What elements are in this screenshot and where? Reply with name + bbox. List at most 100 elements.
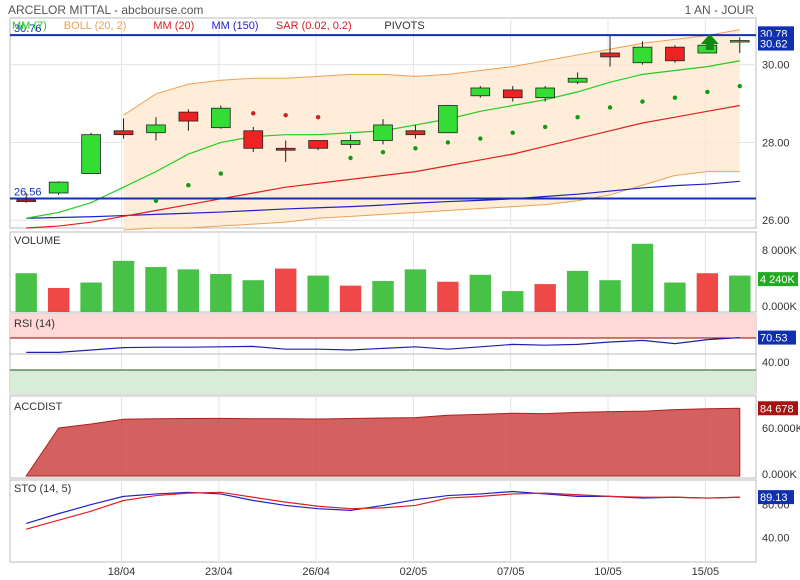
candle-body <box>48 181 69 194</box>
last-value-price: 30.62 <box>760 39 788 51</box>
x-tick-label: 02/05 <box>400 566 428 578</box>
candle-body <box>113 130 134 136</box>
legend-item: PIVOTS <box>384 20 424 32</box>
candle-body <box>535 87 555 99</box>
panel-4-frame <box>9 479 757 563</box>
candle-body <box>729 40 750 43</box>
period-label: 1 AN - JOUR <box>684 3 754 17</box>
volume-bar <box>80 282 102 312</box>
sar-dot <box>510 130 515 135</box>
candle-body <box>405 130 426 136</box>
sar-dot <box>542 124 548 130</box>
candle-body <box>243 130 264 149</box>
sto-last-value: 89.13 <box>760 492 788 504</box>
volume-bar <box>696 273 719 312</box>
volume-bar <box>599 280 621 312</box>
sar-dot <box>705 89 710 95</box>
y-tick-label: 0.000K <box>762 301 798 313</box>
volume-bar <box>112 260 135 312</box>
volume-bar <box>372 280 394 312</box>
sar-dot <box>186 183 191 188</box>
volume-bar <box>404 269 427 312</box>
sar-dot <box>445 140 451 145</box>
candle-body <box>211 107 231 129</box>
candle-body <box>275 147 296 151</box>
accdist-area <box>25 407 741 477</box>
volume-bar <box>729 275 751 312</box>
candle-body <box>600 52 620 58</box>
volume-bar <box>145 267 167 312</box>
mm150-line <box>26 180 740 219</box>
y-tick-label: 8 000K <box>762 245 798 257</box>
x-tick-label: 10/05 <box>594 566 622 578</box>
x-tick-label: 26/04 <box>302 566 330 578</box>
candle-body <box>567 77 588 83</box>
volume-bar <box>210 274 232 312</box>
y-tick-label: 40.00 <box>762 532 790 544</box>
y-tick-label: 28.00 <box>762 137 790 149</box>
mm20-line <box>26 104 740 229</box>
y-tick-label: 40.00 <box>762 357 790 369</box>
rsi-last-value: 70.53 <box>760 333 788 345</box>
volume-last-value: 4 240K <box>760 274 796 286</box>
sar-dot <box>380 149 386 155</box>
volume-bar <box>47 287 70 312</box>
sar-dot <box>478 136 483 141</box>
rsi-line <box>26 337 740 353</box>
volume-bar <box>307 275 329 312</box>
candle-body <box>146 124 166 134</box>
candle-body <box>438 105 458 134</box>
volume-bar <box>502 291 524 312</box>
legend-item: MM (7) <box>12 20 47 32</box>
rsi-last-badge <box>758 330 796 345</box>
candle-body <box>308 140 328 149</box>
bollinger-upper-line <box>123 29 740 116</box>
sar-dot <box>218 171 224 176</box>
sar-dot <box>640 99 645 104</box>
legend-item: MM (150) <box>212 20 259 32</box>
x-tick-label: 07/05 <box>497 566 525 578</box>
sar-dot <box>283 113 288 118</box>
x-tick-label: 15/05 <box>692 566 720 578</box>
volume-panel-title: VOLUME <box>14 235 60 247</box>
legend-item: BOLL (20, 2) <box>64 20 127 32</box>
volume-bar <box>664 282 686 312</box>
pivot-line-label: 26.56 <box>14 186 42 198</box>
accdist-last-badge <box>758 401 798 416</box>
sar-dot <box>348 155 353 161</box>
candle-body <box>16 199 37 202</box>
candle-body <box>178 111 199 122</box>
candle-body <box>665 46 685 62</box>
rsi-oversold-zone <box>10 370 756 394</box>
candle-body <box>373 124 393 141</box>
legend-item: SAR (0.02, 0.2) <box>276 20 352 32</box>
accdist-last-value: 84 678 <box>760 403 794 415</box>
y-tick-label: 0.000K <box>762 469 798 481</box>
volume-bar <box>274 268 297 312</box>
x-tick-label: 23/04 <box>205 566 233 578</box>
volume-bar <box>339 285 362 312</box>
sto-panel-title: STO (14, 5) <box>14 483 71 495</box>
buy-signal-arrow-icon <box>700 34 719 50</box>
sar-dot <box>315 114 321 120</box>
volume-bar <box>631 243 654 312</box>
sar-dot <box>251 111 256 116</box>
y-tick-label: 30.00 <box>762 60 790 72</box>
candle-body <box>502 89 523 99</box>
volume-bar <box>242 280 264 312</box>
sar-dot <box>607 105 613 110</box>
sar-dot <box>153 198 159 203</box>
sar-dot <box>737 83 742 89</box>
sto-line-1 <box>26 491 740 530</box>
y-tick-label: 60.000K <box>762 423 800 435</box>
volume-bar <box>469 274 492 312</box>
sar-dot <box>413 146 418 151</box>
sar-dot <box>575 114 580 120</box>
candle-body <box>470 87 491 97</box>
volume-bar <box>437 281 459 312</box>
last-value-badge-price <box>758 36 794 51</box>
last-value-badge-pivot <box>758 26 794 40</box>
volume-bar <box>15 273 37 312</box>
legend-item: MM (20) <box>153 20 194 32</box>
